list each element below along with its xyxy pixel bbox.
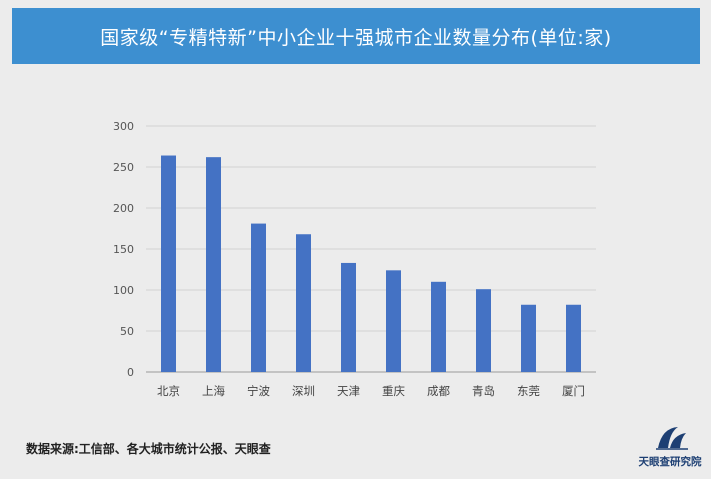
logo-text: 天眼查研究院 (638, 456, 702, 468)
y-tick-label: 300 (113, 120, 134, 133)
bar (341, 262, 356, 372)
y-tick-label: 100 (113, 284, 134, 297)
data-source-note: 数据来源:工信部、各大城市统计公报、天眼查 (26, 442, 271, 456)
y-tick-label: 250 (113, 161, 134, 174)
bar (476, 289, 491, 372)
x-category-label: 天津 (337, 384, 360, 398)
bar (251, 223, 266, 372)
x-category-label: 深圳 (292, 384, 315, 398)
y-tick-label: 0 (127, 366, 134, 379)
x-category-label: 上海 (202, 384, 225, 398)
bar (206, 157, 221, 372)
x-category-label: 重庆 (382, 384, 405, 398)
bar (161, 155, 176, 372)
bar (386, 270, 401, 372)
logo: 天眼查研究院 (634, 424, 706, 474)
bar (296, 234, 311, 372)
x-category-label: 北京 (157, 384, 180, 398)
chart-header: 国家级“专精特新”中小企业十强城市企业数量分布(单位:家) (12, 8, 700, 64)
y-tick-label: 200 (113, 202, 134, 215)
x-category-label: 青岛 (472, 384, 495, 398)
bar (431, 281, 446, 372)
bar (566, 304, 581, 372)
x-category-label: 厦门 (562, 384, 585, 398)
chart-title: 国家级“专精特新”中小企业十强城市企业数量分布(单位:家) (100, 26, 612, 49)
x-category-label: 成都 (427, 384, 450, 398)
y-tick-label: 150 (113, 243, 134, 256)
y-tick-label: 50 (120, 325, 134, 338)
x-category-label: 东莞 (517, 384, 540, 398)
bar (521, 304, 536, 372)
x-category-label: 宁波 (247, 384, 270, 398)
eye-logo-icon (656, 427, 688, 450)
